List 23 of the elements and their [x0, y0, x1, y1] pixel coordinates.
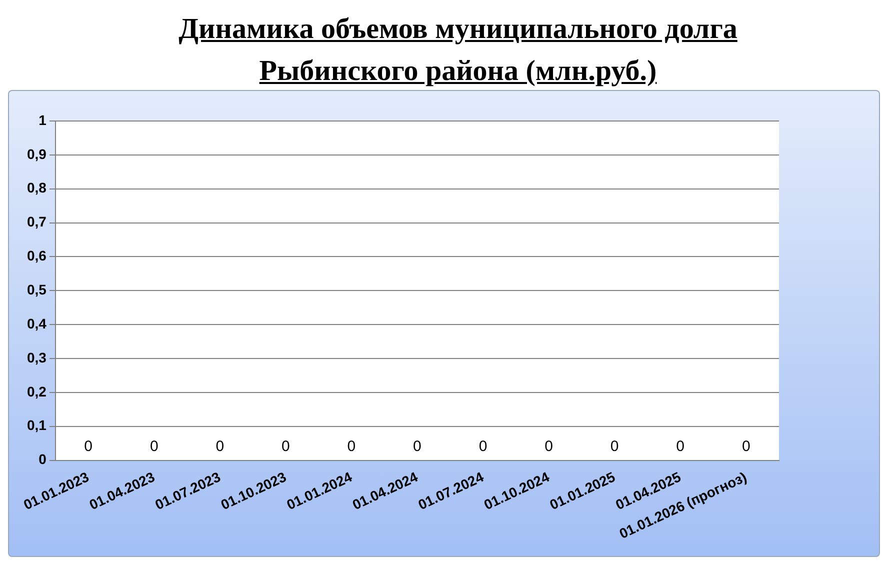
- data-label: 0: [610, 438, 619, 455]
- y-tick-label: 0,3: [26, 349, 47, 366]
- y-tick-label: 1: [38, 112, 47, 128]
- data-label: 0: [347, 438, 356, 455]
- y-tick-label: 0,6: [26, 248, 47, 264]
- data-label: 0: [282, 438, 290, 455]
- y-tick-label: 0,9: [26, 146, 47, 162]
- y-tick-label: 0,4: [26, 315, 47, 332]
- data-label: 0: [676, 438, 685, 455]
- y-tick-label: 0: [38, 451, 47, 468]
- y-tick-label: 0,1: [26, 417, 47, 434]
- data-label: 0: [216, 438, 224, 455]
- chart-title: Динамика объемов муниципального долга Рыбинского района (млн.руб.): [178, 12, 738, 89]
- data-label: 0: [742, 438, 750, 455]
- data-label: 0: [544, 438, 553, 455]
- y-tick-label: 0,7: [26, 214, 47, 230]
- y-tick-label: 0,2: [26, 383, 47, 400]
- data-label: 0: [413, 438, 422, 455]
- data-label: 0: [478, 438, 488, 455]
- data-label: 0: [84, 438, 93, 455]
- y-tick-label: 0,8: [26, 180, 47, 196]
- y-tick-label: 0,5: [26, 281, 47, 298]
- data-label: 0: [150, 438, 158, 455]
